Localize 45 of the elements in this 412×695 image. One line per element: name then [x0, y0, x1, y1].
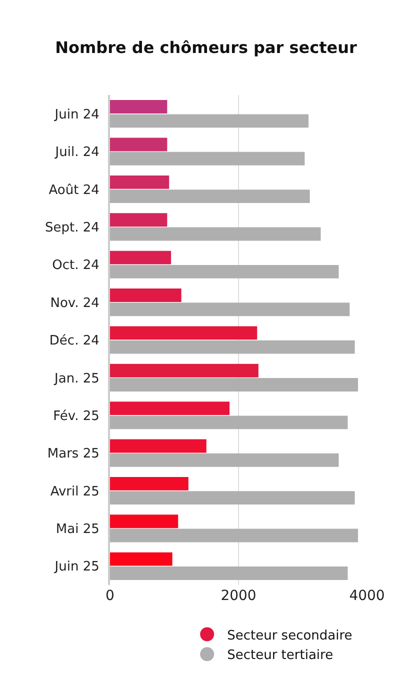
chart-title: Nombre de chômeurs par secteur	[55, 38, 358, 57]
y-tick-label: Juil. 24	[54, 145, 100, 160]
y-tick-label: Avril 25	[50, 484, 100, 500]
y-tick-label: Sept. 24	[44, 220, 100, 236]
y-tick-label: Oct. 24	[52, 258, 100, 274]
bar	[110, 326, 258, 340]
bar	[110, 476, 188, 490]
bar	[110, 514, 178, 528]
bar	[110, 552, 172, 566]
bar	[110, 528, 358, 542]
bar	[110, 378, 358, 392]
bar	[110, 439, 206, 453]
bar	[110, 453, 339, 467]
y-tick-label: Nov. 24	[50, 296, 100, 311]
legend-label: Secteur tertiaire	[227, 648, 334, 664]
bar	[110, 190, 310, 204]
bar	[110, 152, 305, 166]
bar	[110, 402, 230, 416]
x-tick-label: 2000	[220, 588, 256, 604]
bar	[110, 302, 350, 316]
y-tick-label: Mars 25	[47, 446, 100, 462]
bar	[110, 340, 355, 354]
x-tick-label: 4000	[349, 588, 385, 604]
y-tick-label: Mai 25	[56, 522, 100, 538]
bar	[110, 100, 168, 114]
bar	[110, 491, 355, 505]
x-tick-label: 0	[106, 588, 114, 604]
bar	[110, 138, 168, 152]
legend-label: Secteur secondaire	[227, 628, 352, 644]
y-tick-label: Fév. 25	[53, 408, 100, 424]
bar	[110, 288, 182, 302]
bar	[110, 175, 170, 189]
y-tick-label: Juin 24	[54, 107, 100, 122]
y-tick-label: Jan. 25	[54, 371, 100, 386]
y-tick-label: Juin 25	[54, 560, 100, 575]
bar	[110, 364, 258, 378]
y-tick-label: Déc. 24	[49, 334, 100, 349]
bar	[110, 227, 321, 241]
bar	[110, 250, 172, 264]
bar	[110, 264, 339, 278]
bar	[110, 416, 348, 430]
y-tick-label: Août 24	[48, 182, 100, 198]
bar	[110, 213, 168, 227]
bar	[110, 114, 309, 128]
bar	[110, 566, 348, 580]
